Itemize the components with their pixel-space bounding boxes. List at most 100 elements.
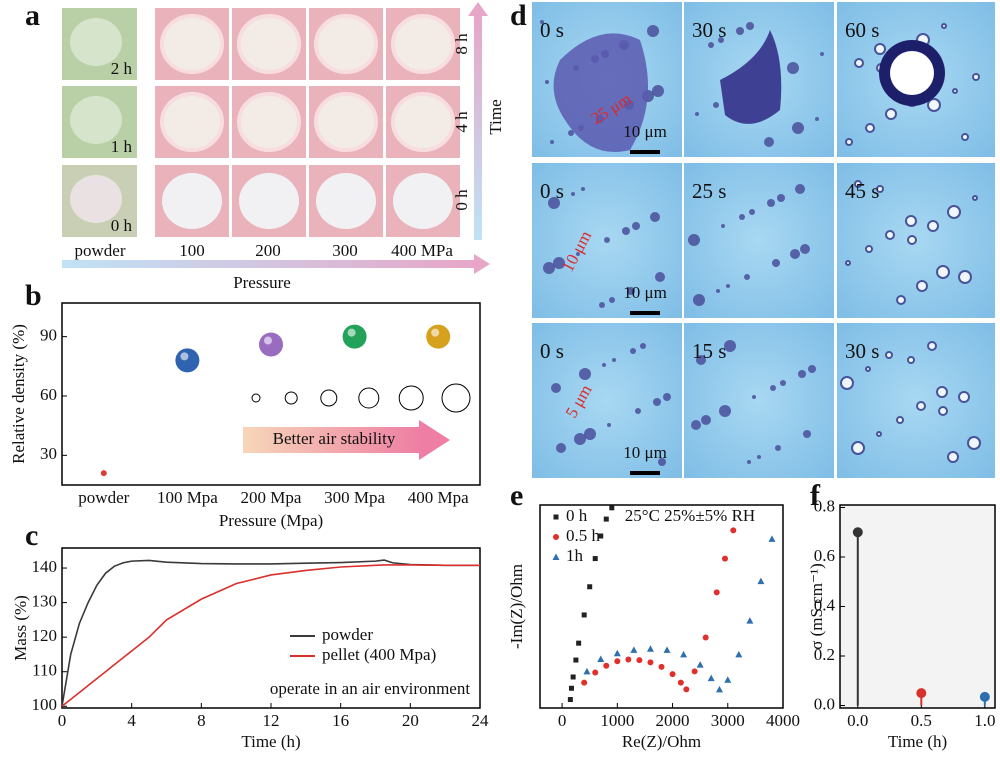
- pellet: [391, 92, 455, 152]
- annotation: Better air stability: [273, 429, 396, 448]
- marker: [553, 514, 559, 520]
- particle: [907, 356, 915, 364]
- legend-label: 0 h: [566, 506, 588, 525]
- particle: [972, 195, 978, 201]
- pellet: [239, 173, 299, 229]
- x-tick-label: 200 Mpa: [241, 488, 302, 507]
- time-stamp: 0 s: [540, 339, 564, 363]
- particle: [612, 358, 616, 362]
- micrograph: 0 s: [532, 163, 682, 318]
- marker: [598, 533, 604, 539]
- particle: [885, 230, 895, 240]
- time-label: 8 h: [452, 33, 471, 55]
- time-axis-label: Time: [486, 99, 505, 134]
- x-tick-label: 300 Mpa: [324, 488, 385, 507]
- marker: [567, 697, 573, 703]
- marker: [592, 669, 599, 676]
- x-tick-label: 1.0: [974, 711, 995, 730]
- marker: [707, 674, 715, 682]
- particle: [696, 355, 706, 365]
- pressure-label: 100: [179, 241, 205, 260]
- marker: [677, 679, 684, 686]
- sphere: [342, 324, 367, 349]
- y-tick-label: 30: [40, 444, 57, 463]
- particle: [749, 209, 755, 215]
- particle: [543, 262, 555, 274]
- y-tick-label: 90: [40, 326, 57, 345]
- y-tick-label: 100: [32, 695, 58, 714]
- particle: [770, 385, 776, 391]
- marker: [614, 658, 621, 665]
- particle: [772, 259, 780, 267]
- sphere-highlight: [347, 328, 356, 337]
- plot-frame: [839, 504, 996, 709]
- particle: [653, 398, 661, 406]
- particle: [630, 348, 636, 354]
- marker: [603, 516, 609, 522]
- panel-letter: f: [810, 479, 821, 512]
- particle: [650, 212, 660, 222]
- time-stamp: 25 s: [692, 179, 726, 203]
- marker: [702, 634, 709, 641]
- marker: [746, 617, 754, 624]
- pressure-arrow: [62, 260, 476, 268]
- pressure-label: 300: [332, 241, 358, 260]
- particle: [574, 433, 586, 445]
- legend-label: pellet (400 Mpa): [322, 645, 436, 664]
- particle: [885, 108, 897, 120]
- x-axis-label: Time (h): [888, 732, 947, 751]
- particle: [874, 43, 886, 55]
- marker: [613, 649, 621, 657]
- particle: [693, 294, 705, 306]
- x-tick-label: 20: [402, 711, 419, 730]
- sphere: [259, 332, 283, 357]
- marker: [663, 646, 671, 653]
- size-glyph: [284, 391, 298, 405]
- pellet: [237, 14, 301, 74]
- particle: [718, 37, 724, 43]
- time-arrow: [474, 14, 482, 240]
- y-axis-label: Mass (%): [11, 595, 30, 661]
- particle: [790, 249, 800, 259]
- x-tick-label: 400 Mpa: [408, 488, 469, 507]
- micrograph: 30 s: [684, 2, 834, 157]
- micrograph: 0 s: [532, 2, 682, 157]
- particle: [792, 122, 804, 134]
- micrograph: 45 s: [837, 163, 995, 318]
- y-tick-label: 140: [32, 557, 58, 576]
- particle: [851, 441, 865, 455]
- pressure-label: powder: [75, 241, 126, 260]
- particle: [746, 22, 754, 30]
- time-stamp: 45 s: [845, 179, 879, 203]
- y-axis-label: -Im(Z)/Ohm: [507, 564, 526, 649]
- pellet: [314, 92, 378, 152]
- particle: [780, 380, 786, 386]
- x-tick-label: 1000: [600, 711, 634, 730]
- marker: [625, 656, 632, 663]
- particle: [607, 423, 611, 427]
- time-stamp: 30 s: [692, 18, 726, 42]
- particle-blob: [553, 33, 648, 153]
- particle: [571, 192, 575, 196]
- particle: [609, 297, 615, 303]
- particle: [713, 102, 719, 108]
- particle: [647, 25, 659, 37]
- particle: [632, 222, 640, 230]
- sphere: [175, 348, 200, 373]
- particle: [719, 405, 731, 417]
- pellet: [391, 14, 455, 74]
- y-tick-label: 0.4: [814, 595, 836, 614]
- y-tick-label: 0.6: [814, 546, 835, 565]
- particle: [548, 197, 560, 209]
- plot-frame: [61, 302, 481, 486]
- scale-label: 10 μm: [623, 443, 667, 462]
- powder-time: 2 h: [111, 59, 133, 78]
- pressure-label: 200: [255, 241, 281, 260]
- size-glyph: [398, 385, 424, 411]
- particle: [961, 133, 969, 141]
- particle: [716, 289, 720, 293]
- particle: [865, 123, 875, 133]
- time-stamp: 0 s: [540, 18, 564, 42]
- scale-bar: [630, 471, 660, 475]
- annotation: 25°C 25%±5% RH: [625, 506, 755, 525]
